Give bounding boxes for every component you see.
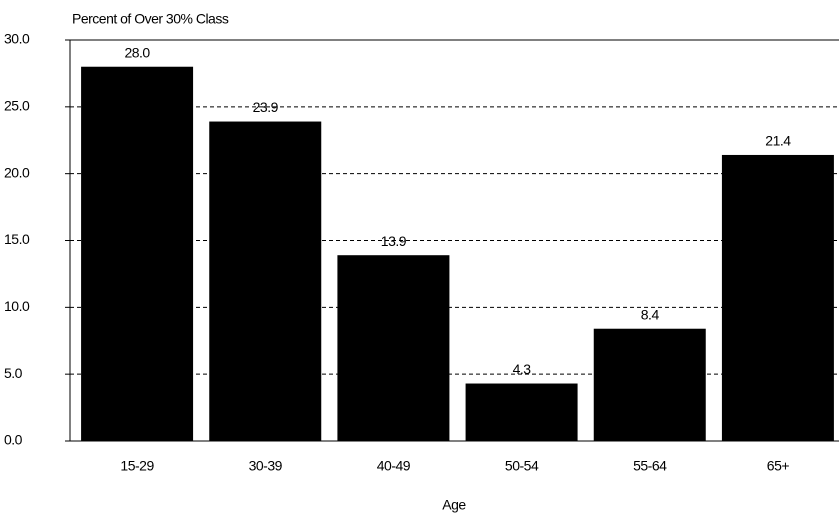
x-tick-label: 40-49: [377, 458, 411, 474]
data-label: 13.9: [381, 233, 407, 249]
y-tick-label: 20.0: [4, 164, 30, 180]
x-tick-label: 65+: [767, 458, 790, 474]
bar: [593, 328, 706, 441]
x-tick-label: 15-29: [120, 458, 154, 474]
data-label: 23.9: [253, 99, 279, 115]
data-label: 28.0: [124, 44, 150, 60]
bar: [81, 66, 194, 441]
y-tick-label: 0.0: [4, 432, 23, 448]
bar: [337, 255, 450, 441]
y-tick-label: 30.0: [4, 31, 30, 47]
y-tick-label: 25.0: [4, 98, 30, 114]
data-label: 8.4: [641, 306, 660, 322]
data-label: 4.3: [513, 361, 532, 377]
y-axis-label: Percent of Over 30% Class: [72, 11, 229, 27]
y-tick-label: 5.0: [4, 365, 23, 381]
x-tick-label: 30-39: [249, 458, 283, 474]
data-label: 21.4: [765, 133, 791, 149]
x-tick-label: 50-54: [505, 458, 539, 474]
x-axis-label: Age: [442, 497, 466, 513]
bar: [209, 121, 322, 441]
y-tick-label: 10.0: [4, 298, 30, 314]
y-tick-label: 15.0: [4, 231, 30, 247]
bar: [465, 383, 578, 441]
bar: [721, 154, 834, 441]
x-tick-label: 55-64: [633, 458, 667, 474]
